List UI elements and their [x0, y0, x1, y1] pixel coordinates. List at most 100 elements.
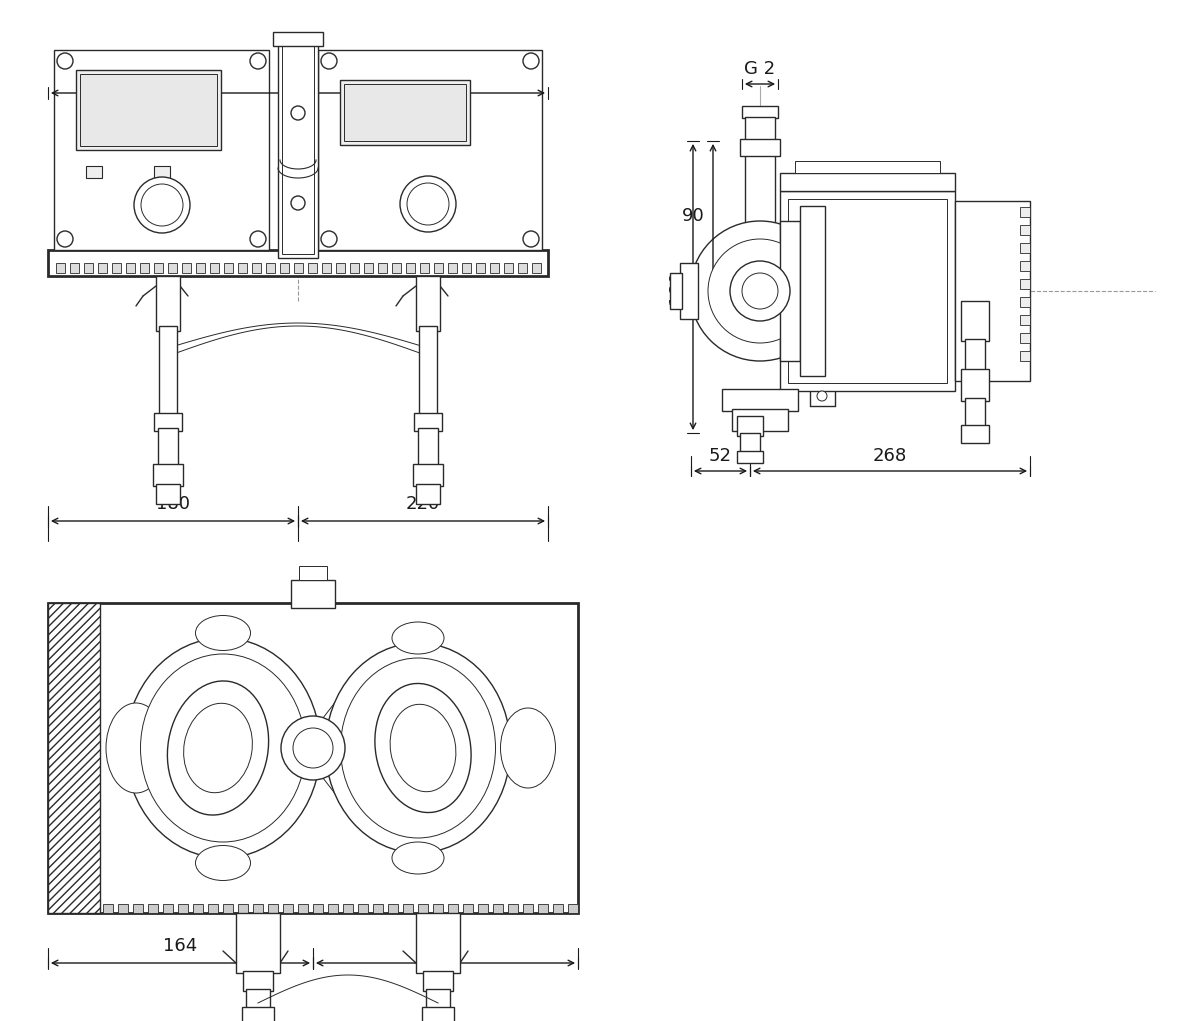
Circle shape	[58, 231, 73, 247]
Circle shape	[142, 184, 182, 226]
Bar	[416, 913, 460, 973]
Bar	[236, 913, 280, 973]
Bar	[462, 263, 470, 273]
Bar	[961, 301, 989, 341]
Bar	[80, 74, 217, 146]
Circle shape	[730, 261, 790, 321]
Bar	[282, 42, 314, 254]
Bar	[1020, 261, 1030, 271]
Circle shape	[292, 106, 305, 120]
Ellipse shape	[167, 681, 269, 815]
Bar	[504, 263, 514, 273]
Bar	[294, 263, 302, 273]
Bar	[224, 263, 233, 273]
Bar	[313, 904, 323, 913]
Bar	[336, 263, 346, 273]
Bar	[406, 263, 415, 273]
Bar	[670, 273, 682, 309]
Bar	[103, 904, 113, 913]
Bar	[378, 263, 386, 273]
Bar	[76, 70, 221, 150]
Bar	[168, 263, 178, 273]
Bar	[242, 971, 274, 991]
Bar	[418, 904, 428, 913]
Bar	[292, 580, 335, 607]
Bar	[965, 339, 985, 371]
Circle shape	[58, 53, 73, 69]
Bar	[196, 263, 205, 273]
Bar	[118, 904, 128, 913]
Circle shape	[293, 728, 334, 768]
Ellipse shape	[341, 658, 496, 838]
Text: 180: 180	[667, 270, 685, 304]
Bar	[737, 451, 763, 463]
Bar	[158, 428, 178, 466]
Bar	[238, 904, 248, 913]
Bar	[416, 484, 440, 504]
Bar	[780, 173, 955, 191]
Bar	[156, 276, 180, 331]
Bar	[280, 263, 289, 273]
Bar	[298, 904, 308, 913]
Bar	[780, 221, 800, 361]
Bar	[242, 1007, 274, 1021]
Ellipse shape	[325, 643, 510, 853]
Bar	[418, 428, 438, 466]
Bar	[1020, 225, 1030, 235]
Circle shape	[292, 196, 305, 210]
Bar	[518, 263, 527, 273]
Bar	[800, 206, 826, 376]
Text: 52: 52	[709, 447, 732, 465]
Bar	[48, 603, 100, 913]
Bar	[1020, 315, 1030, 325]
Bar	[98, 263, 107, 273]
Bar	[238, 263, 247, 273]
Bar	[364, 263, 373, 273]
Bar	[448, 263, 457, 273]
Bar	[266, 263, 275, 273]
Bar	[56, 263, 65, 273]
Bar	[1020, 279, 1030, 289]
Bar	[299, 566, 326, 580]
Bar	[154, 263, 163, 273]
Circle shape	[250, 231, 266, 247]
Circle shape	[322, 53, 337, 69]
Bar	[1020, 297, 1030, 307]
Bar	[532, 263, 541, 273]
Bar	[328, 904, 338, 913]
Bar	[154, 166, 170, 178]
Bar	[742, 106, 778, 118]
Bar	[419, 326, 437, 416]
Bar	[737, 416, 763, 436]
Circle shape	[281, 716, 346, 780]
Ellipse shape	[196, 845, 251, 880]
Bar	[416, 276, 440, 331]
Ellipse shape	[126, 638, 320, 858]
Bar	[54, 50, 269, 250]
Bar	[538, 904, 548, 913]
Bar	[253, 904, 263, 913]
Circle shape	[708, 239, 812, 343]
Text: 268: 268	[872, 447, 907, 465]
Bar	[508, 904, 518, 913]
Bar	[208, 904, 218, 913]
Bar	[961, 425, 989, 443]
Bar	[568, 904, 578, 913]
Bar	[274, 32, 323, 46]
Text: 400: 400	[281, 67, 314, 85]
Bar	[283, 904, 293, 913]
Ellipse shape	[106, 703, 166, 793]
Bar	[424, 971, 454, 991]
Ellipse shape	[392, 622, 444, 654]
Bar	[463, 904, 473, 913]
Circle shape	[407, 183, 449, 225]
Bar	[373, 904, 383, 913]
Bar	[796, 161, 940, 173]
Bar	[553, 904, 563, 913]
Bar	[308, 263, 317, 273]
Bar	[350, 263, 359, 273]
Ellipse shape	[184, 703, 252, 792]
Bar	[344, 84, 466, 141]
Bar	[745, 117, 775, 141]
Bar	[780, 191, 955, 391]
